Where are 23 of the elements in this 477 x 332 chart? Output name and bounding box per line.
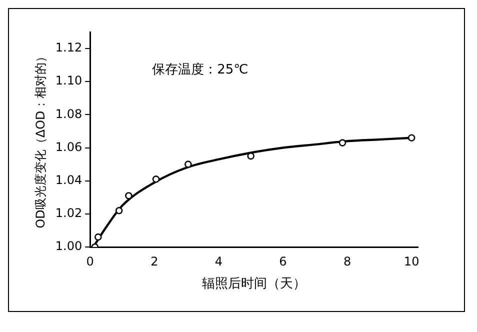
point <box>184 160 192 168</box>
point <box>152 176 160 183</box>
y-tick-label: 1.04 <box>55 172 82 187</box>
point <box>125 192 132 200</box>
x-tick-label: 2 <box>150 254 158 268</box>
y-axis-title: OD吸光度变化（ΔOD：相对的） <box>33 50 48 228</box>
y-tick-label: 1.08 <box>55 106 82 121</box>
point <box>338 139 346 146</box>
y-tick-label: 1.10 <box>55 74 82 88</box>
x-tick-label: 0 <box>86 254 94 268</box>
y-tick-label: 1.00 <box>55 239 82 254</box>
point <box>115 206 123 214</box>
x-tick-label: 8 <box>343 254 352 268</box>
annotation: 保存温度：25℃ <box>152 61 248 78</box>
y-tick-label: 1.02 <box>55 206 82 220</box>
y-tick-label: 1.06 <box>55 140 82 154</box>
x-tick-label: 10 <box>404 254 420 268</box>
point <box>94 233 102 241</box>
x-tick-label: 4 <box>214 254 223 268</box>
x-tick-label: 6 <box>279 254 287 268</box>
point <box>408 134 416 142</box>
x-axis-title: 辐照后时间（天） <box>202 276 306 292</box>
y-tick-label: 1.12 <box>55 40 82 55</box>
